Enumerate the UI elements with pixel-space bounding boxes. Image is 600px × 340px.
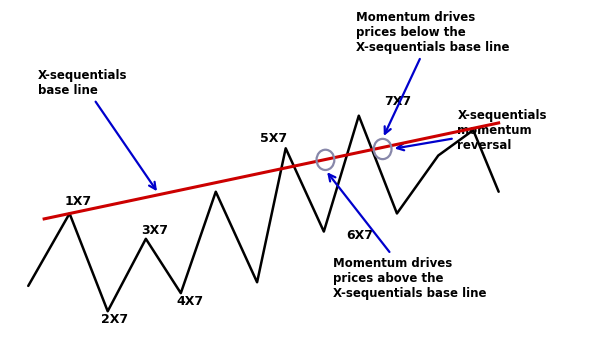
Text: 5X7: 5X7: [260, 132, 287, 144]
Text: 3X7: 3X7: [141, 224, 168, 237]
Text: 6X7: 6X7: [346, 230, 373, 242]
Text: Momentum drives
prices below the
X-sequentials base line: Momentum drives prices below the X-seque…: [356, 11, 509, 134]
Text: Momentum drives
prices above the
X-sequentials base line: Momentum drives prices above the X-seque…: [329, 174, 487, 300]
Text: 4X7: 4X7: [176, 295, 203, 308]
Text: 1X7: 1X7: [65, 195, 92, 208]
Text: X-sequentials
momentum
reversal: X-sequentials momentum reversal: [397, 109, 547, 152]
Text: 7X7: 7X7: [384, 96, 412, 108]
Text: 2X7: 2X7: [101, 313, 128, 326]
Text: X-sequentials
base line: X-sequentials base line: [38, 69, 155, 189]
